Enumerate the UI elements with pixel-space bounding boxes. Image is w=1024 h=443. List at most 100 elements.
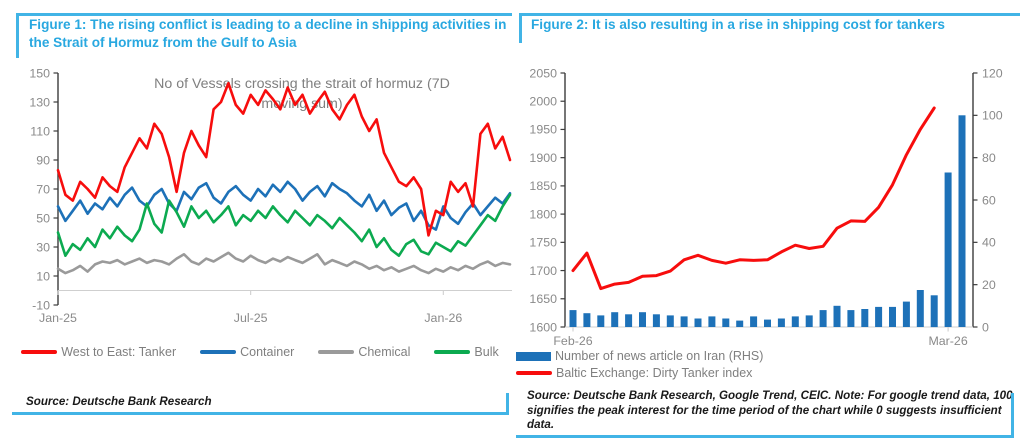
news-article-bar	[805, 315, 813, 327]
legend-item: Chemical	[318, 345, 410, 359]
legend-line-swatch	[434, 350, 471, 354]
legend-line-swatch	[318, 350, 355, 354]
right-tick-label: 80	[982, 151, 996, 165]
legend-item: West to East: Tanker	[21, 345, 176, 359]
x-tick-label: Jan-26	[424, 311, 462, 325]
x-tick-label: Mar-26	[928, 334, 967, 348]
left-tick-label: 2000	[529, 95, 557, 109]
y-tick-label: 90	[36, 153, 50, 167]
figure2-source: Source: Deutsche Bank Research, Google T…	[527, 389, 1013, 431]
figure2-bottom-stub	[1011, 393, 1014, 438]
series-line-1	[56, 180, 512, 231]
news-article-bar	[833, 305, 841, 327]
news-article-bar	[680, 316, 688, 327]
figure1-legend: West to East: Tanker Container Chemical Bul…	[8, 344, 512, 360]
news-article-bar	[791, 316, 799, 327]
news-article-bar	[625, 314, 633, 327]
news-article-bar	[722, 318, 730, 327]
series-line-0	[56, 81, 512, 237]
left-tick-label: 1650	[529, 292, 557, 306]
series-line-2	[56, 251, 512, 275]
news-article-bar	[694, 318, 702, 327]
right-tick-label: 20	[982, 278, 996, 292]
news-article-bar	[583, 313, 591, 327]
legend-line-swatch	[200, 350, 237, 354]
figure1-title-stub	[16, 13, 19, 58]
legend-label: Baltic Exchange: Dirty Tanker index	[556, 366, 753, 380]
news-article-bar	[916, 290, 924, 327]
news-article-bar	[652, 314, 660, 327]
series-line-3	[56, 193, 512, 257]
news-article-bar	[902, 301, 910, 327]
x-tick-label: Jan-25	[39, 311, 77, 325]
news-article-bar	[944, 172, 952, 327]
right-tick-label: 40	[982, 236, 996, 250]
news-article-bar	[708, 316, 716, 327]
y-tick-label: 10	[36, 269, 50, 283]
figure1-source: Source: Deutsche Bank Research	[26, 395, 212, 408]
y-tick-label: 30	[36, 240, 50, 254]
news-article-bar	[861, 309, 869, 327]
x-tick-label: Feb-26	[553, 334, 592, 348]
figure1-bottom-rule	[12, 412, 509, 415]
news-article-bar	[750, 316, 758, 327]
legend-item: Container	[200, 345, 294, 359]
tanker-index-line	[571, 106, 936, 291]
legend-label: Bulk	[474, 345, 499, 359]
left-tick-label: 1750	[529, 236, 557, 250]
legend-item: Bulk	[434, 345, 499, 359]
left-tick-label: 1700	[529, 264, 557, 278]
news-article-bar	[875, 306, 883, 327]
figure2-title: Figure 2: It is also resulting in a rise…	[531, 17, 945, 32]
news-article-bar	[611, 312, 619, 327]
figure2-legend: Number of news article on Iran (RHS) Balt…	[516, 349, 1024, 380]
chart1-inner-title: No of Vessels crossing the strait of hor…	[154, 76, 450, 92]
legend-label: West to East: Tanker	[61, 345, 177, 359]
legend-line-swatch	[516, 371, 552, 375]
figure2-chart: 2050 2000 1950 1900 1850 1800 1750 1700 1650 1600…	[529, 66, 1003, 348]
right-tick-label: 100	[982, 109, 1003, 123]
y-tick-label: 70	[36, 182, 50, 196]
right-tick-label: 60	[982, 193, 996, 207]
news-article-bar	[736, 320, 744, 327]
news-article-bar	[666, 315, 674, 327]
figure1-title: Figure 1: The rising conflict is leading…	[29, 17, 507, 50]
left-tick-label: 1950	[529, 123, 557, 137]
figure2-title-stub	[519, 13, 522, 43]
x-tick-label: Jul-25	[234, 311, 268, 325]
right-tick-label: 120	[982, 66, 1003, 80]
news-article-bar	[639, 312, 646, 327]
left-tick-label: 2050	[529, 66, 557, 80]
news-article-bar	[597, 315, 605, 327]
legend-item: Baltic Exchange: Dirty Tanker index	[516, 366, 752, 380]
right-tick-label: 0	[982, 320, 989, 334]
legend-label: Number of news article on Iran (RHS)	[555, 349, 764, 363]
legend-item: Number of news article on Iran (RHS)	[516, 349, 763, 363]
y-tick-label: 150	[29, 66, 50, 80]
news-article-bar	[764, 319, 771, 327]
y-tick-label: -10	[32, 298, 50, 312]
left-tick-label: 1850	[529, 179, 557, 193]
y-tick-label: 110	[30, 124, 50, 138]
legend-label: Chemical	[358, 345, 411, 359]
legend-label: Container	[240, 345, 295, 359]
figure1-bottom-stub	[506, 393, 509, 415]
figure1-top-rule	[16, 13, 512, 16]
left-tick-label: 1600	[529, 320, 557, 334]
figure2-top-rule	[519, 13, 1020, 16]
legend-bar-swatch	[516, 351, 551, 361]
news-article-bar	[847, 310, 855, 327]
news-article-bar	[777, 318, 785, 327]
y-tick-label: 130	[29, 95, 50, 109]
news-article-bar	[930, 295, 938, 328]
y-tick-label: 50	[36, 211, 50, 225]
news-article-bar	[958, 115, 966, 327]
legend-line-swatch	[21, 350, 58, 354]
figure2-bottom-rule	[516, 435, 1014, 438]
news-article-bar	[889, 306, 896, 327]
news-article-bar	[569, 310, 577, 327]
news-article-bar	[819, 310, 827, 327]
left-tick-label: 1900	[529, 151, 557, 165]
